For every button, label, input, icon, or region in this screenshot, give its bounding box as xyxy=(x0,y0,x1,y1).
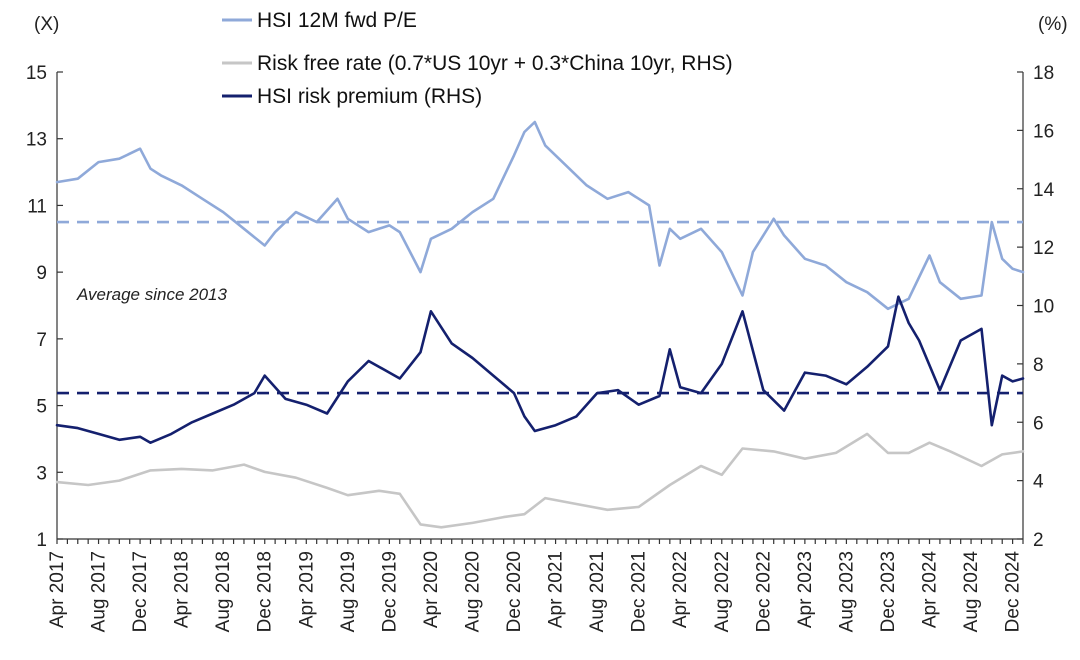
x-tick-label: Aug 2024 xyxy=(961,551,982,633)
legend-label-1: Risk free rate (0.7*US 10yr + 0.3*China … xyxy=(257,52,733,75)
x-tick-label: Dec 2019 xyxy=(379,551,400,632)
x-tick-label: Aug 2023 xyxy=(836,551,857,632)
x-tick-label: Apr 2018 xyxy=(172,551,193,628)
right-tick-label: 16 xyxy=(1033,121,1054,142)
x-tick-label: Aug 2019 xyxy=(338,551,359,632)
x-tick-label: Apr 2023 xyxy=(795,551,816,628)
right-tick-label: 6 xyxy=(1033,413,1044,434)
x-tick-label: Dec 2018 xyxy=(255,551,276,632)
left-tick-label: 5 xyxy=(36,397,47,418)
x-tick-label: Apr 2017 xyxy=(47,551,68,628)
x-tick-label: Apr 2020 xyxy=(421,551,442,628)
x-tick-label: Apr 2022 xyxy=(670,551,691,628)
average-lines-layer xyxy=(57,220,1023,395)
x-tick-label: Aug 2022 xyxy=(712,551,733,632)
x-tick-label: Dec 2021 xyxy=(629,551,650,632)
x-tick-label: Aug 2017 xyxy=(89,551,110,632)
right-tick-label: 12 xyxy=(1033,238,1054,259)
x-tick-label: Aug 2018 xyxy=(213,551,234,632)
x-tick-label: Aug 2021 xyxy=(587,551,608,632)
x-tick-label: Dec 2022 xyxy=(753,551,774,632)
right-tick-label: 4 xyxy=(1033,472,1044,493)
left-tick-label: 15 xyxy=(26,63,47,84)
left-tick-label: 1 xyxy=(36,530,47,551)
x-tick-label: Apr 2024 xyxy=(920,551,941,629)
left-axis-unit-label: (X) xyxy=(34,14,59,35)
left-tick-label: 13 xyxy=(26,130,47,151)
series-line-1 xyxy=(55,432,1025,529)
x-tick-label: Dec 2020 xyxy=(504,551,525,632)
right-tick-label: 14 xyxy=(1033,180,1055,201)
right-tick-label: 10 xyxy=(1033,297,1054,318)
left-tick-label: 7 xyxy=(36,330,47,351)
left-tick-label: 11 xyxy=(27,196,47,217)
x-tick-label: Apr 2019 xyxy=(296,551,317,628)
x-tick-label: Dec 2023 xyxy=(878,551,899,632)
right-tick-label: 2 xyxy=(1033,530,1044,551)
left-tick-label: 9 xyxy=(36,263,47,284)
series-line-2 xyxy=(55,295,1025,444)
left-tick-label: 3 xyxy=(36,463,47,484)
right-axis-unit-label: (%) xyxy=(1038,14,1068,35)
x-tick-label: Aug 2020 xyxy=(462,551,483,632)
x-tick-label: Dec 2024 xyxy=(1003,551,1024,633)
right-tick-label: 8 xyxy=(1033,355,1044,376)
x-tick-label: Apr 2021 xyxy=(546,551,567,628)
legend-label-2: HSI risk premium (RHS) xyxy=(257,85,482,108)
x-tick-label: Dec 2017 xyxy=(130,551,151,632)
legend: HSI 12M fwd P/E Risk free rate (0.7*US 10… xyxy=(222,9,733,108)
series-line-0 xyxy=(55,120,1025,311)
right-tick-label: 18 xyxy=(1033,63,1054,84)
legend-label-0: HSI 12M fwd P/E xyxy=(257,9,417,32)
series-layer xyxy=(55,120,1025,529)
average-annotation: Average since 2013 xyxy=(76,285,228,304)
